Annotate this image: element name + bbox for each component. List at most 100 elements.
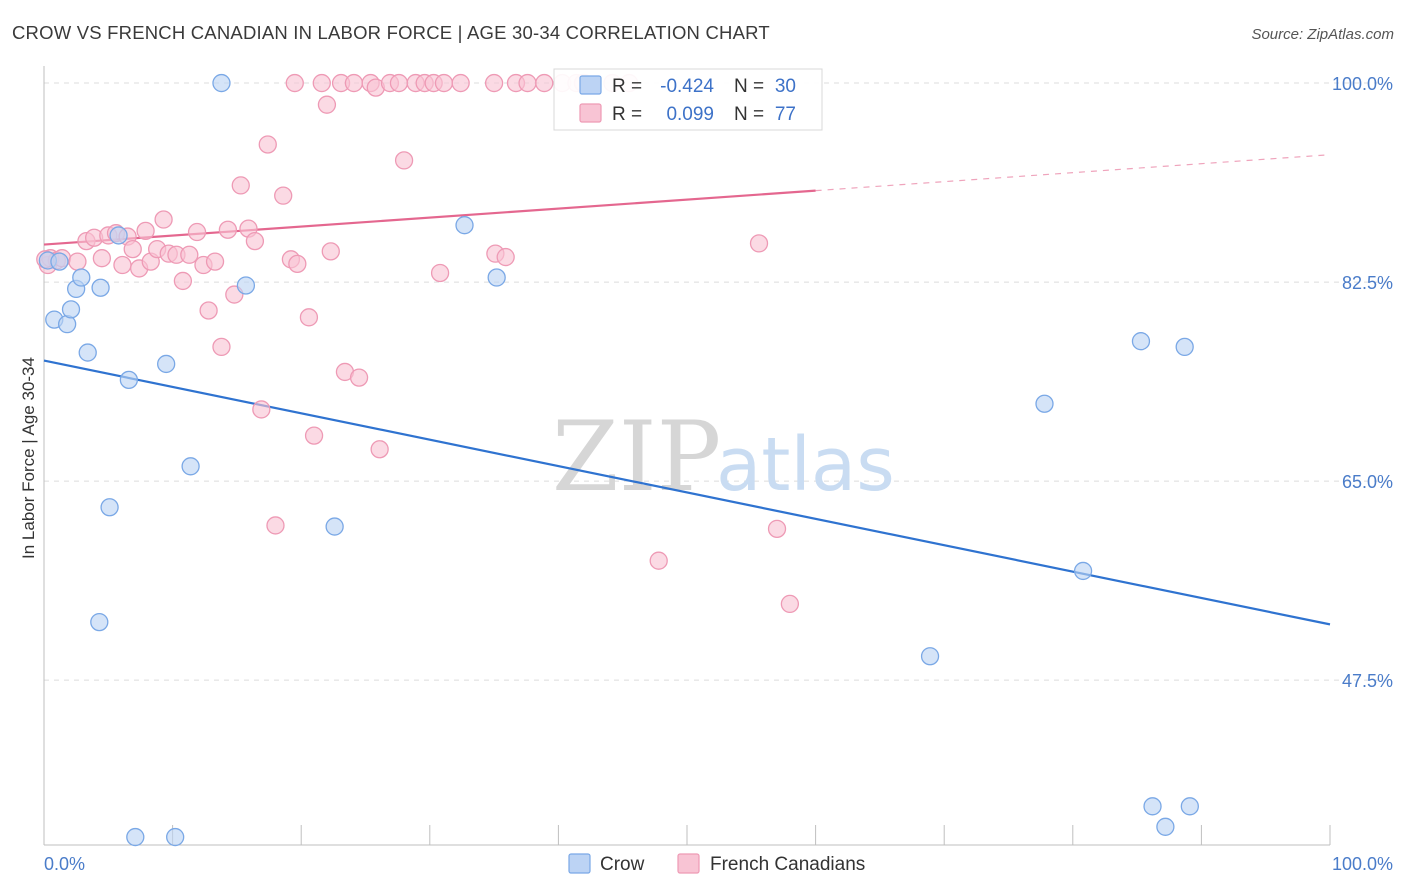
point-crow-24 [920,647,940,666]
point-french-canadians-53 [394,151,414,170]
stats-swatch-french-canadians [579,103,602,123]
stats-swatch-crow [579,75,602,95]
point-crow-12 [212,73,231,93]
legend-swatch-french-canadians [677,853,700,874]
point-french-canadians-50 [370,440,389,459]
stats-r-value-french-canadians: 0.099 [666,104,714,125]
point-french-canadians-12 [123,239,142,259]
point-crow-25 [1131,332,1151,351]
point-french-canadians-64 [518,73,537,93]
point-crow-4 [61,300,81,319]
point-crow-8 [91,278,110,297]
point-french-canadians-4 [68,252,87,271]
point-french-canadians-37 [288,254,307,274]
watermark: ZIP atlas [552,401,895,513]
legend-swatch-crow [568,853,591,874]
point-crow-26 [1175,337,1194,357]
point-crow-10 [119,370,139,390]
point-crow-19 [325,517,344,536]
point-french-canadians-21 [180,245,199,264]
point-crow-13 [236,276,256,295]
stats-n-label-french-canadians: N = [734,104,764,125]
point-crow-16 [90,612,109,632]
point-french-canadians-20 [173,271,193,291]
trend-line-dashed-french-canadians [815,154,1331,192]
point-crow-23 [1073,561,1093,581]
point-crow-15 [100,498,119,517]
point-french-canadians-57 [430,263,450,283]
stats-r-value-crow: -0.424 [660,76,714,97]
point-french-canadians-52 [389,73,409,93]
point-french-canadians-60 [484,73,504,93]
y-tick-label-1: 82.5% [1342,273,1393,293]
point-french-canadians-40 [304,426,324,445]
point-crow-28 [1180,797,1199,816]
legend-label-french-canadians: French Canadians [710,854,865,875]
point-crow-22 [1035,394,1054,413]
point-crow-14 [181,457,200,476]
stats-r-label-crow: R = [612,76,642,97]
point-french-canadians-17 [154,210,173,229]
point-french-canadians-59 [451,73,470,93]
point-french-canadians-26 [212,337,231,357]
watermark-atlas: atlas [716,422,895,508]
point-french-canadians-71 [649,551,668,570]
point-french-canadians-14 [136,221,155,241]
point-french-canadians-10 [113,255,132,275]
x-tick-label-max: 100.0% [1332,854,1393,874]
watermark-zip: ZIP [552,401,721,513]
stats-n-value-french-canadians: 77 [775,104,796,125]
point-french-canadians-7 [92,249,112,268]
x-tick-label-min: 0.0% [44,854,85,874]
y-tick-label-0: 100.0% [1332,74,1393,94]
point-french-canadians-58 [434,73,454,93]
point-french-canadians-31 [245,231,265,251]
point-french-canadians-46 [344,73,364,93]
y-tick-label-3: 47.5% [1342,671,1393,691]
trend-line-french-canadians [43,189,816,246]
gridlines [44,82,1394,681]
stats-r-label-french-canadians: R = [612,104,642,125]
point-crow-7 [78,343,97,362]
point-french-canadians-34 [266,516,285,535]
point-crow-17 [126,827,145,847]
chart-source: Source: ZipAtlas.com [1251,26,1394,43]
point-french-canadians-32 [252,400,271,419]
point-french-canadians-65 [535,73,554,93]
trend-lines [43,154,1331,626]
axes [43,66,1331,846]
point-french-canadians-41 [312,73,331,93]
point-french-canadians-27 [218,220,238,239]
point-french-canadians-33 [258,135,277,154]
bottom-legend: Crow French Canadians [568,853,865,875]
point-french-canadians-42 [317,95,337,114]
point-french-canadians-73 [767,519,787,539]
chart-title: CROW VS FRENCH CANADIAN IN LABOR FORCE |… [12,22,770,43]
point-french-canadians-72 [749,234,769,253]
point-french-canadians-25 [205,252,225,271]
point-crow-6 [72,268,91,287]
stats-n-label-crow: N = [734,76,764,97]
point-french-canadians-62 [496,247,515,267]
point-crow-11 [157,354,176,374]
point-french-canadians-24 [199,301,218,320]
y-tick-label-2: 65.0% [1342,472,1393,492]
stats-legend-box: R = -0.424 N = 30 R = 0.099 N = 77 [553,68,823,131]
point-french-canadians-39 [299,308,319,327]
point-french-canadians-43 [321,242,340,261]
point-crow-20 [455,216,474,235]
point-crow-29 [1156,817,1175,836]
point-french-canadians-35 [274,186,293,205]
point-crow-21 [487,268,506,287]
point-crow-1 [50,252,69,271]
point-crow-9 [109,226,128,245]
y-axis-title: In Labor Force | Age 30-34 [19,357,38,559]
point-french-canadians-47 [349,368,369,387]
point-french-canadians-22 [187,222,207,242]
point-french-canadians-29 [231,176,250,195]
point-french-canadians-38 [285,73,304,93]
legend-label-crow: Crow [600,854,645,875]
y-tick-labels: 100.0% 82.5% 65.0% 47.5% [1332,74,1393,691]
stats-n-value-crow: 30 [775,76,796,97]
